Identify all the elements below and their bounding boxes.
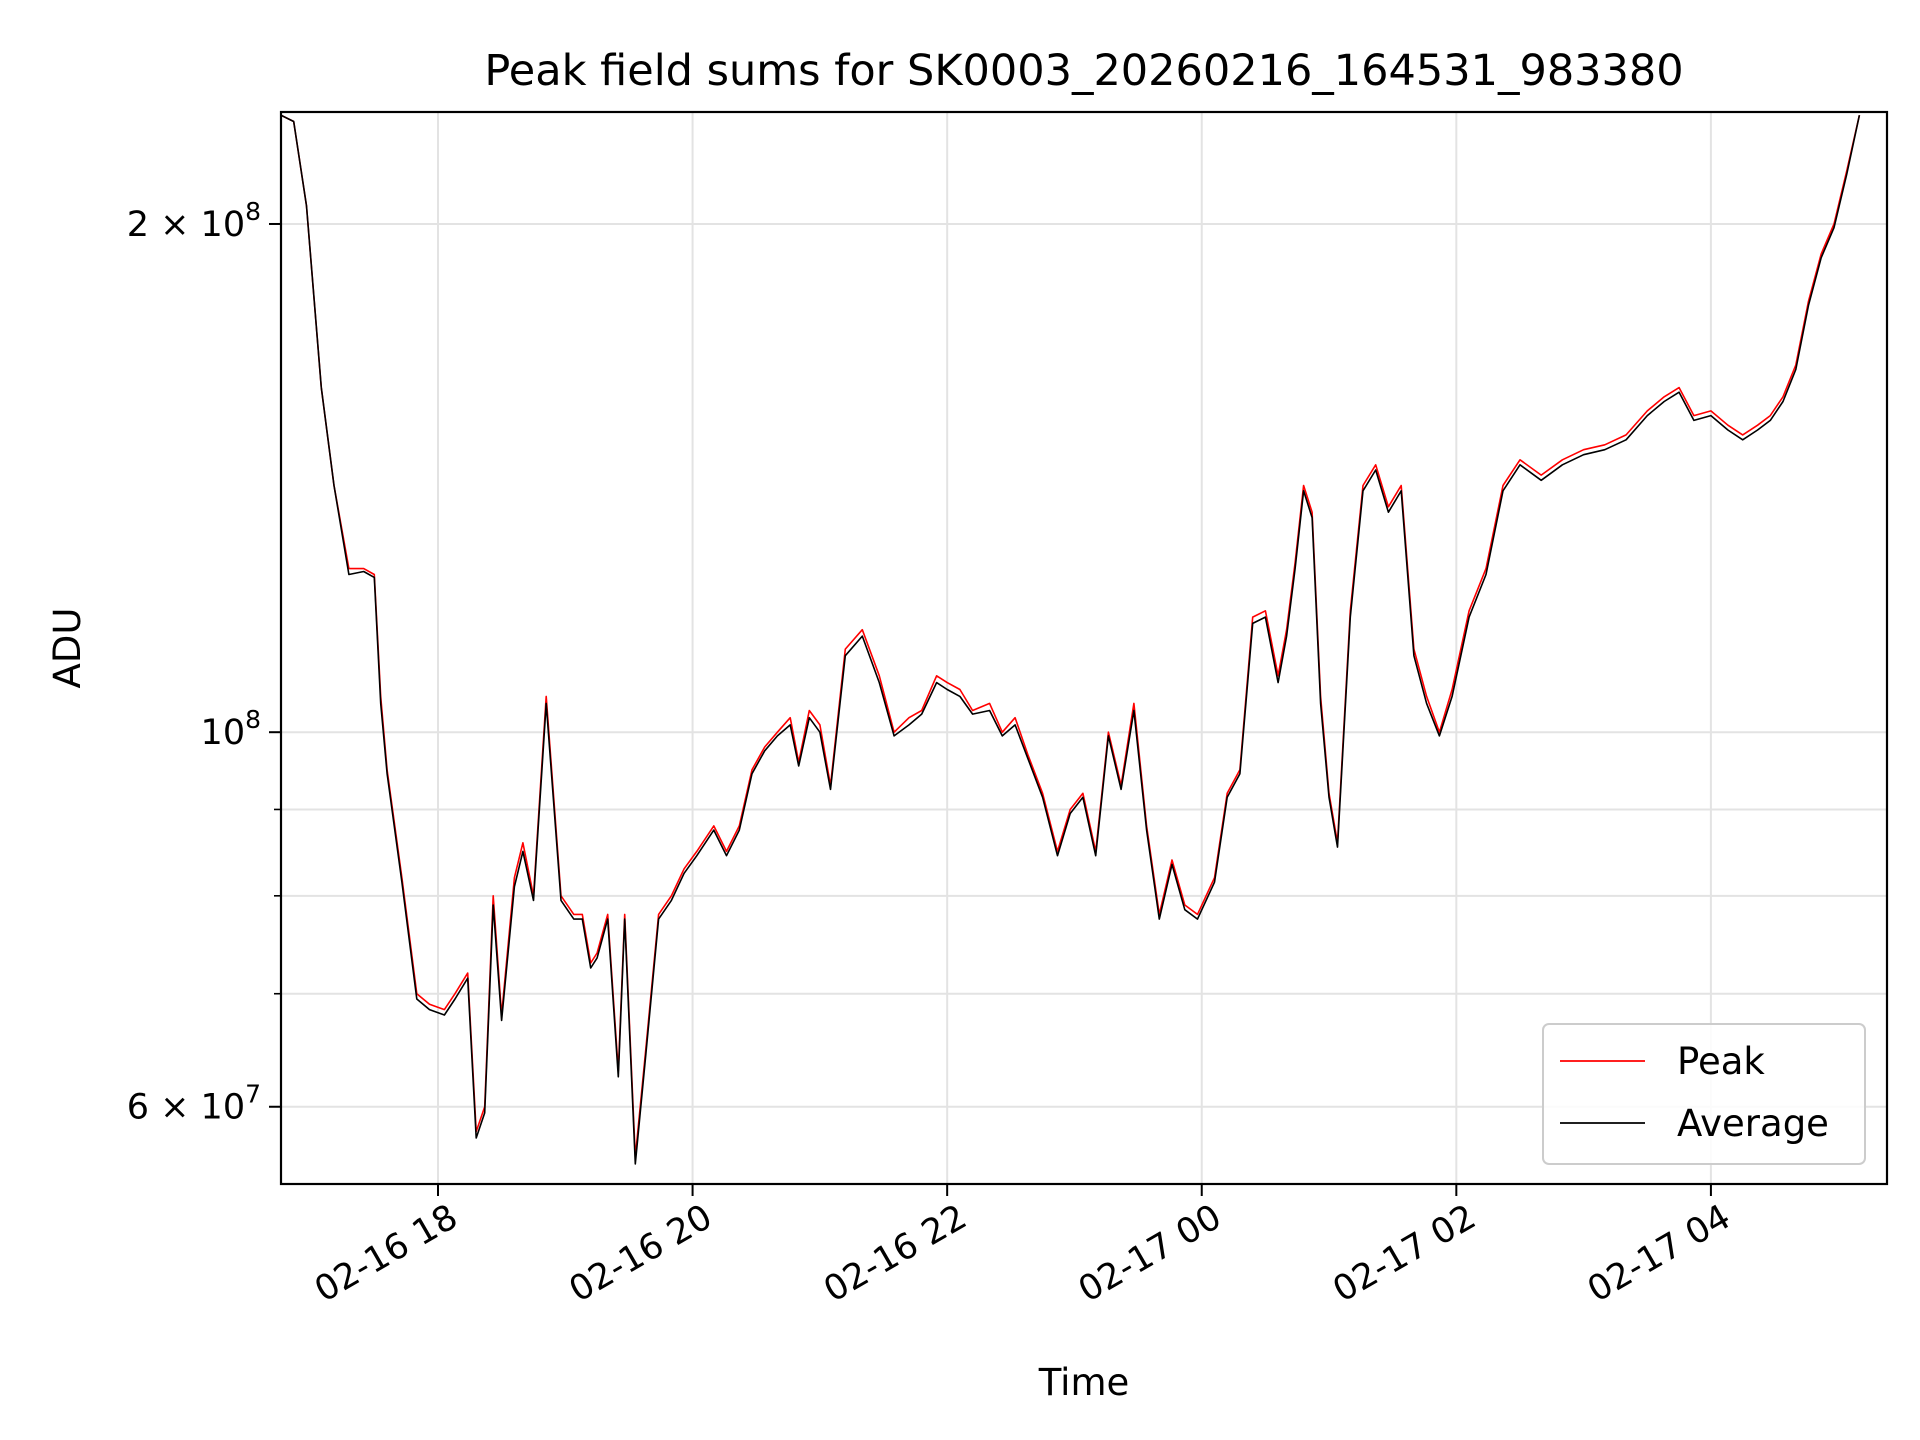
y-tick-label: 2 × 108 bbox=[127, 197, 261, 245]
plot-area bbox=[281, 114, 1861, 1165]
legend: Peak Average bbox=[1542, 1023, 1866, 1165]
series-line-average bbox=[281, 114, 1861, 1165]
legend-label-average: Average bbox=[1677, 1102, 1829, 1145]
y-axis: 6 × 107 108 2 × 108 bbox=[127, 197, 281, 1128]
y-tick-label: 6 × 107 bbox=[127, 1080, 261, 1128]
axes-frame bbox=[279, 110, 1889, 1186]
y-tick-label: 108 bbox=[201, 705, 261, 753]
chart-title: Peak field sums for SK0003_20260216_1645… bbox=[484, 46, 1683, 96]
series-line-peak bbox=[281, 114, 1861, 1159]
legend-label-peak: Peak bbox=[1677, 1040, 1765, 1083]
x-axis-label: Time bbox=[1038, 1361, 1130, 1404]
legend-box bbox=[1542, 1023, 1866, 1165]
y-axis-label: ADU bbox=[46, 608, 89, 689]
